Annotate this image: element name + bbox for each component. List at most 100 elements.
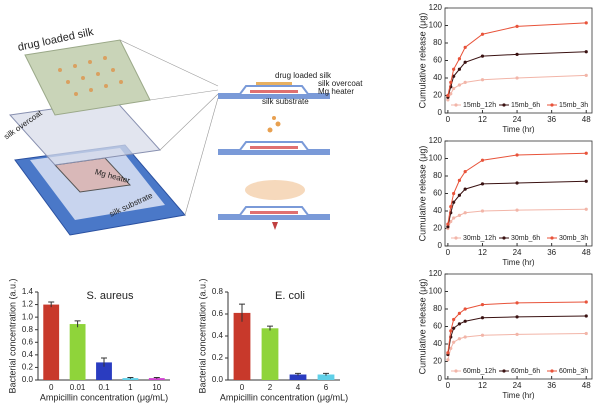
series-line	[447, 301, 587, 353]
data-point	[584, 21, 588, 25]
y-tick-label: 80	[433, 171, 442, 180]
y-tick-label: 1.2	[22, 300, 34, 309]
data-point	[457, 193, 462, 197]
x-tick-label: 36	[547, 115, 556, 124]
y-tick-label: 0.6	[212, 309, 224, 318]
series-line	[447, 22, 587, 96]
error-bar	[295, 372, 301, 376]
x-tick-label: 12	[478, 248, 487, 257]
y-tick-label: 0	[438, 374, 443, 383]
y-tick-label: 60	[433, 322, 442, 331]
data-point	[480, 54, 485, 58]
error-bar	[127, 376, 134, 379]
y-tick-label: 60	[433, 189, 442, 198]
legend-label: 15mb_3h	[559, 102, 588, 109]
drug	[256, 82, 292, 85]
data-point	[452, 191, 456, 196]
y-tick-label: 100	[429, 287, 443, 296]
y-tick-label: 20	[433, 357, 442, 366]
series-line	[447, 180, 587, 227]
data-point	[584, 73, 588, 77]
error-bar	[323, 372, 329, 376]
y-tick-label: 40	[433, 206, 442, 215]
error-bar	[74, 320, 81, 328]
substrate	[218, 215, 330, 220]
data-point	[446, 98, 450, 102]
drug-layer	[24, 39, 151, 116]
x-tick-label: 24	[513, 248, 522, 257]
data-point	[449, 346, 453, 350]
plot-frame	[444, 140, 593, 247]
x-tick-label: 10	[152, 383, 161, 392]
legend-label: 30mb_6h	[511, 235, 540, 242]
data-point	[452, 216, 456, 220]
y-axis-label: Cumulative release (μg)	[417, 279, 427, 375]
x-axis-label: Ampicillin concentration (μg/mL)	[40, 392, 168, 402]
data-point	[480, 158, 485, 162]
data-point	[515, 76, 519, 80]
x-tick-label: 0	[446, 115, 451, 124]
data-point	[480, 78, 485, 82]
y-tick-label: 100	[429, 154, 443, 163]
x-tick-label: 0	[446, 248, 451, 257]
overcoat	[218, 141, 330, 151]
diagram-label: drug loaded silk	[275, 71, 332, 80]
error-bar	[101, 357, 107, 367]
data-point	[480, 316, 485, 320]
chart: 0 20 40 60 80 100 120 0 12 24 36 48 Time (hr) Cumulat…	[417, 136, 593, 267]
heater	[250, 90, 298, 93]
data-point	[463, 60, 467, 64]
legend-marker	[454, 369, 458, 373]
y-tick-label: 80	[433, 38, 442, 47]
legend-marker	[454, 236, 458, 240]
data-point	[457, 322, 462, 326]
y-tick-label: 80	[433, 304, 442, 313]
y-tick-label: 20	[433, 91, 442, 100]
x-axis-label: Time (hr)	[502, 391, 534, 400]
series-line	[447, 51, 587, 98]
data-point	[515, 208, 519, 212]
substrate	[218, 94, 330, 99]
series-line	[447, 152, 587, 225]
data-point	[446, 222, 450, 226]
legend-marker	[550, 103, 554, 107]
data-point	[452, 67, 456, 71]
bar	[289, 374, 307, 380]
y-tick-label: 0	[438, 241, 443, 250]
heater	[250, 211, 298, 214]
series-line	[447, 333, 587, 360]
x-tick-label: 48	[582, 115, 591, 124]
data-point	[449, 92, 453, 96]
data-point	[463, 80, 467, 84]
released-drug	[245, 180, 305, 200]
data-point	[480, 333, 485, 337]
y-tick-label: 0.0	[212, 375, 224, 384]
x-tick-label: 4	[296, 383, 301, 392]
data-point	[457, 337, 462, 341]
legend-marker	[454, 103, 458, 107]
bar	[43, 304, 60, 380]
data-point	[515, 301, 519, 305]
data-point	[446, 358, 450, 362]
data-point	[463, 170, 467, 174]
y-tick-label: 0.2	[22, 363, 34, 372]
diagram-label: silk overcoat	[318, 79, 363, 88]
x-axis-label: Ampicillin concentration (μg/mL)	[220, 392, 348, 402]
data-point	[452, 86, 456, 91]
data-point	[584, 207, 588, 211]
legend-marker	[502, 236, 506, 240]
x-tick-label: 0.1	[98, 383, 110, 392]
x-tick-label: 36	[547, 248, 556, 257]
chart: 0 20 40 60 80 100 120 0 12 24 36 48 Time (hr) Cumulat…	[417, 269, 593, 400]
x-tick-label: 1	[128, 383, 133, 392]
legend-label: 15mb_12h	[463, 102, 496, 109]
data-point	[584, 314, 588, 318]
x-tick-label: 12	[478, 381, 487, 390]
data-point	[480, 209, 485, 213]
legend-label: 30mb_3h	[559, 235, 588, 242]
y-tick-label: 120	[429, 136, 443, 145]
y-tick-label: 0	[438, 108, 443, 117]
y-tick-label: 1.4	[22, 287, 34, 296]
chart: 0 20 40 60 80 100 120 0 12 24 36 48 Time (hr) Cumulat…	[417, 3, 593, 134]
